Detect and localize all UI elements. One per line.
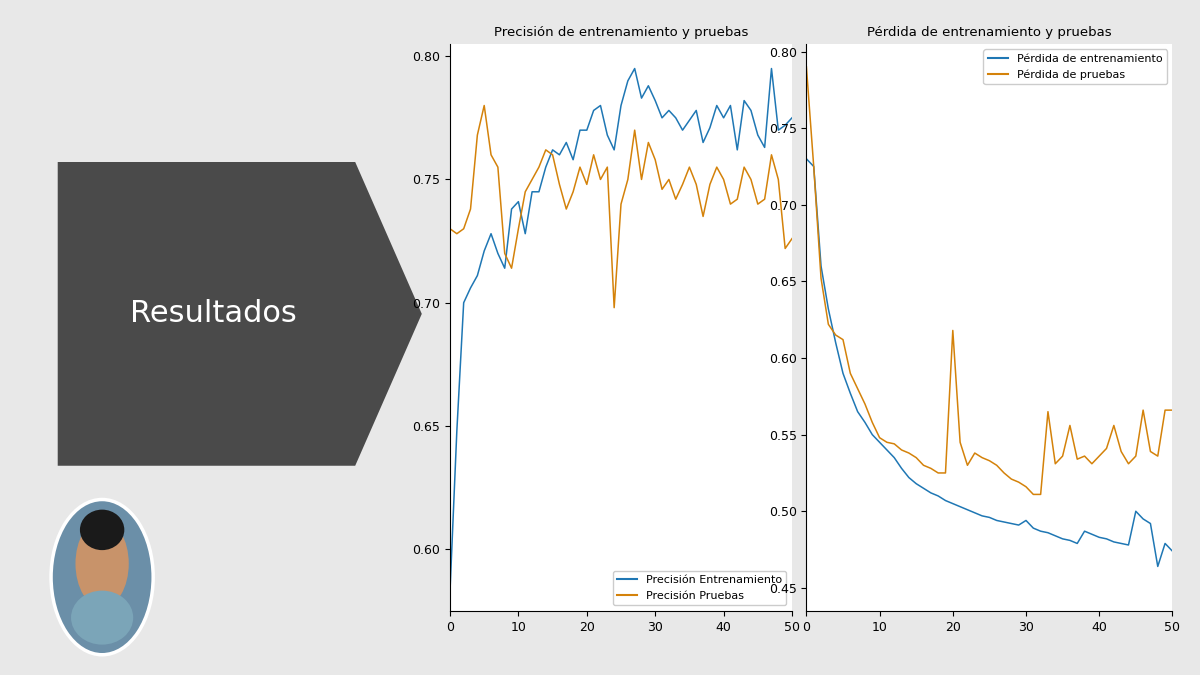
Title: Precisión de entrenamiento y pruebas: Precisión de entrenamiento y pruebas (494, 26, 748, 38)
Polygon shape (58, 162, 422, 466)
Legend: Pérdida de entrenamiento, Pérdida de pruebas: Pérdida de entrenamiento, Pérdida de pru… (984, 49, 1166, 84)
Ellipse shape (71, 591, 133, 645)
Ellipse shape (80, 510, 125, 550)
Circle shape (52, 500, 154, 655)
Ellipse shape (76, 520, 128, 608)
Text: Resultados: Resultados (130, 300, 296, 328)
Legend: Precisión Entrenamiento, Precisión Pruebas: Precisión Entrenamiento, Precisión Prueb… (612, 571, 786, 605)
Title: Pérdida de entrenamiento y pruebas: Pérdida de entrenamiento y pruebas (868, 26, 1111, 38)
